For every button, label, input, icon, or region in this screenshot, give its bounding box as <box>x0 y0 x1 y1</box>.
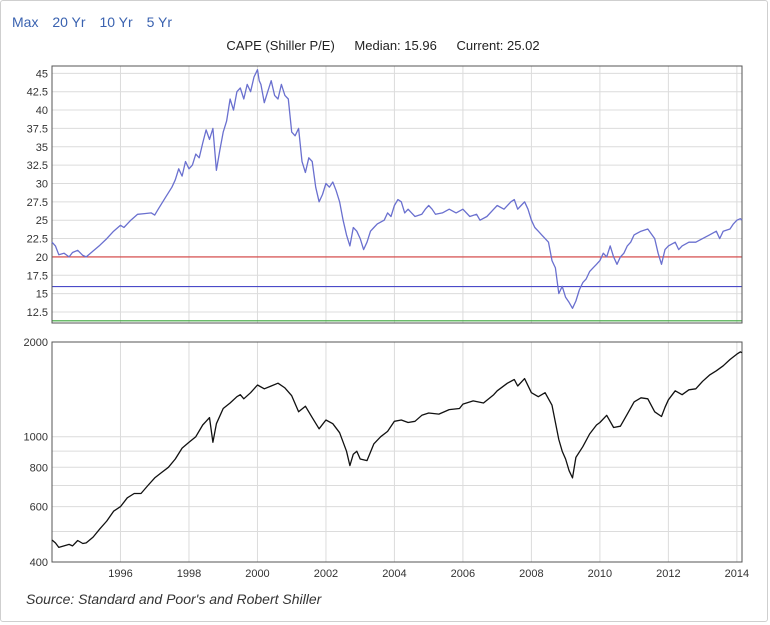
cape-ytick-label: 37.5 <box>27 123 48 135</box>
sp500-xtick-label: 1996 <box>108 568 132 580</box>
cape-ytick-label: 15 <box>36 289 48 301</box>
sp500-xtick-label: 2000 <box>245 568 269 580</box>
sp500-panel: 400 600 800 1000 2000 1996 1998 2000 2002 2004 200… <box>24 337 750 580</box>
range-5yr-link[interactable]: 5 Yr <box>146 14 172 30</box>
cape-ytick-label: 25 <box>36 215 48 227</box>
range-20yr-link[interactable]: 20 Yr <box>52 14 86 30</box>
cape-ytick-label: 30 <box>36 178 48 190</box>
sp500-ytick-label: 800 <box>30 462 48 474</box>
cape-series-line <box>51 69 743 309</box>
range-10yr-link[interactable]: 10 Yr <box>99 14 133 30</box>
cape-ytick-label: 22.5 <box>27 234 48 246</box>
sp500-xtick-label: 2006 <box>451 568 475 580</box>
chart-title-current: Current: 25.02 <box>456 38 540 53</box>
sp500-ytick-label: 1000 <box>24 432 48 444</box>
cape-ytick-label: 42.5 <box>27 87 48 99</box>
sp500-ytick-label: 600 <box>30 502 48 514</box>
cape-ytick-label: 32.5 <box>27 160 48 172</box>
source-note: Source: Standard and Poor's and Robert S… <box>26 591 322 607</box>
cape-ytick-label: 17.5 <box>27 270 48 282</box>
sp500-xtick-label: 1998 <box>177 568 201 580</box>
sp500-xtick-label: 2014 <box>725 568 749 580</box>
sp500-xtick-label: 2012 <box>656 568 680 580</box>
cape-ytick-label: 12.5 <box>27 307 48 319</box>
range-max-link[interactable]: Max <box>12 14 39 30</box>
sp500-xtick-label: 2010 <box>588 568 612 580</box>
sp500-plot-frame <box>51 341 743 563</box>
cape-ytick-label: 27.5 <box>27 197 48 209</box>
sp500-series-line <box>51 351 743 549</box>
chart-title-name: CAPE (Shiller P/E) <box>226 38 335 53</box>
cape-panel: 12.5 15 17.5 20 22.5 25 27.5 30 32.5 35 37.5 40 42.5… <box>27 65 743 324</box>
cape-ytick-label: 45 <box>36 68 48 80</box>
cape-ytick-label: 40 <box>36 105 48 117</box>
chart-title-median: Median: 15.96 <box>354 38 437 53</box>
cape-plot-frame <box>51 65 743 324</box>
sp500-ytick-label: 400 <box>30 557 48 569</box>
range-selector: Max 20 Yr 10 Yr 5 Yr <box>12 14 182 30</box>
sp500-xtick-label: 2008 <box>519 568 543 580</box>
sp500-xtick-label: 2004 <box>382 568 406 580</box>
chart-title: CAPE (Shiller P/E) Median: 15.96 Current… <box>0 38 766 53</box>
sp500-ytick-label: 2000 <box>24 337 48 349</box>
cape-ytick-label: 35 <box>36 142 48 154</box>
cape-ytick-label: 20 <box>36 252 48 264</box>
sp500-xtick-label: 2002 <box>314 568 338 580</box>
